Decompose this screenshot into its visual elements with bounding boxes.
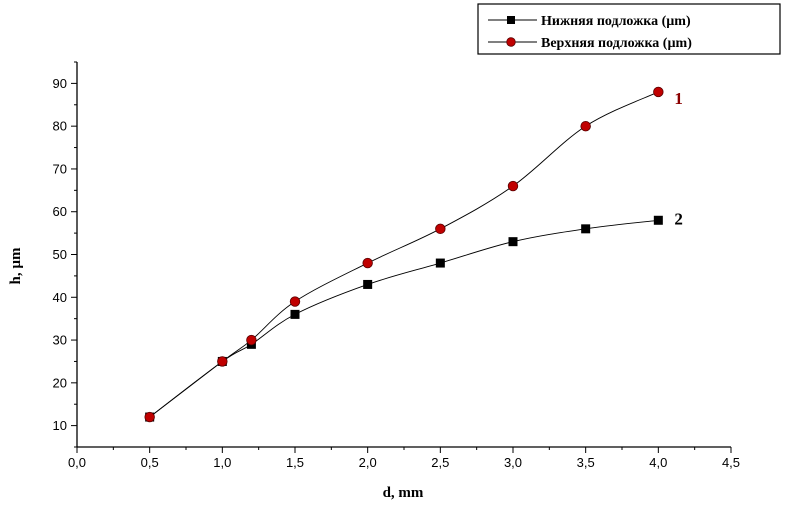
- legend-entry-0: Нижняя подложка (µm): [541, 14, 691, 29]
- x-tick-label: 2,5: [431, 455, 449, 470]
- y-tick-label: 10: [53, 418, 67, 433]
- legend-marker-circle: [506, 37, 516, 47]
- x-tick-label: 3,5: [577, 455, 595, 470]
- legend-marker-square: [507, 16, 515, 24]
- data-point-square: [581, 224, 591, 234]
- data-point-circle: [580, 120, 591, 132]
- x-axis-title: d, mm: [383, 485, 424, 501]
- x-tick-label: 0,0: [68, 455, 86, 470]
- x-tick-label: 3,0: [504, 455, 522, 470]
- data-point-square: [653, 215, 663, 225]
- x-tick-label: 4,5: [722, 455, 740, 470]
- data-point-circle: [435, 223, 446, 235]
- y-tick-label: 20: [53, 375, 67, 390]
- data-point-circle: [507, 180, 519, 192]
- data-point-circle: [289, 296, 301, 307]
- legend: Нижняя подложка (µm) Верхняя подложка (µ…: [477, 3, 781, 55]
- data-points: [144, 86, 664, 423]
- y-tick-label: 30: [53, 333, 67, 348]
- data-point-circle: [362, 257, 373, 269]
- y-axis-title: h, µm: [8, 247, 24, 284]
- fit-curves: [149, 91, 659, 418]
- data-point-circle: [144, 411, 155, 423]
- y-tick-label: 50: [53, 247, 67, 262]
- data-point-circle: [653, 86, 664, 98]
- x-tick-label: 2,0: [359, 455, 377, 470]
- legend-box: [477, 3, 781, 55]
- curve-labels: 21: [674, 89, 683, 228]
- y-tick-label: 70: [53, 161, 67, 176]
- x-tick-label: 1,5: [286, 455, 304, 470]
- ticks: 0,0 0,5 1,0 1,5 2,0 2,5 3,0 3,5 4,0 4,5 10 20 30 40 50…: [53, 61, 740, 470]
- data-point-square: [363, 279, 373, 289]
- data-point-square: [290, 309, 300, 319]
- y-tick-label: 40: [53, 290, 67, 305]
- data-point-square: [508, 237, 518, 247]
- data-point-circle: [217, 356, 228, 367]
- curve-label-2: 2: [674, 209, 683, 228]
- y-tick-label: 90: [53, 76, 67, 91]
- legend-entry-1: Верхняя подложка (µm): [541, 36, 692, 51]
- x-tick-label: 4,0: [649, 455, 667, 470]
- fit-curve-1: [149, 91, 659, 418]
- x-tick-label: 1,0: [213, 455, 231, 470]
- y-tick-label: 60: [53, 204, 67, 219]
- curve-label-1: 1: [674, 89, 683, 108]
- x-tick-label: 0,5: [141, 455, 159, 470]
- y-tick-label: 80: [53, 119, 67, 134]
- axes: [76, 62, 731, 448]
- data-point-circle: [246, 334, 257, 346]
- fit-curve-2: [149, 219, 659, 418]
- data-point-square: [435, 258, 445, 268]
